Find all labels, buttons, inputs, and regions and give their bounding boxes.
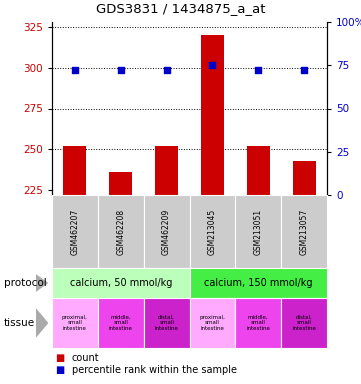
Point	[209, 62, 215, 68]
Text: middle,
small
intestine: middle, small intestine	[109, 315, 133, 331]
Bar	[109, 172, 132, 195]
Text: middle,
small
intestine: middle, small intestine	[246, 315, 270, 331]
Text: ■: ■	[56, 365, 65, 375]
Polygon shape	[36, 274, 48, 292]
Point	[301, 67, 307, 73]
Text: GSM213045: GSM213045	[208, 209, 217, 255]
Text: distal,
small
intestine: distal, small intestine	[155, 315, 179, 331]
Bar	[293, 161, 316, 195]
Point	[118, 67, 123, 73]
Text: tissue: tissue	[4, 318, 35, 328]
Bar	[64, 146, 86, 195]
Text: GDS3831 / 1434875_a_at: GDS3831 / 1434875_a_at	[96, 2, 265, 15]
Text: proximal,
small
intestine: proximal, small intestine	[62, 315, 88, 331]
Text: proximal,
small
intestine: proximal, small intestine	[200, 315, 225, 331]
Bar	[155, 146, 178, 195]
Point	[255, 67, 261, 73]
Text: GSM213051: GSM213051	[254, 209, 263, 255]
Text: GSM462209: GSM462209	[162, 209, 171, 255]
Bar	[201, 35, 224, 195]
Text: calcium, 150 mmol/kg: calcium, 150 mmol/kg	[204, 278, 313, 288]
Point	[72, 67, 78, 73]
Text: distal,
small
intestine: distal, small intestine	[292, 315, 316, 331]
Text: GSM213057: GSM213057	[300, 209, 309, 255]
Text: count: count	[72, 353, 100, 363]
Bar	[247, 146, 270, 195]
Text: protocol: protocol	[4, 278, 46, 288]
Polygon shape	[36, 308, 48, 338]
Text: GSM462207: GSM462207	[70, 209, 79, 255]
Text: calcium, 50 mmol/kg: calcium, 50 mmol/kg	[70, 278, 172, 288]
Text: percentile rank within the sample: percentile rank within the sample	[72, 365, 237, 375]
Text: ■: ■	[56, 353, 65, 363]
Text: GSM462208: GSM462208	[116, 209, 125, 255]
Point	[164, 67, 169, 73]
